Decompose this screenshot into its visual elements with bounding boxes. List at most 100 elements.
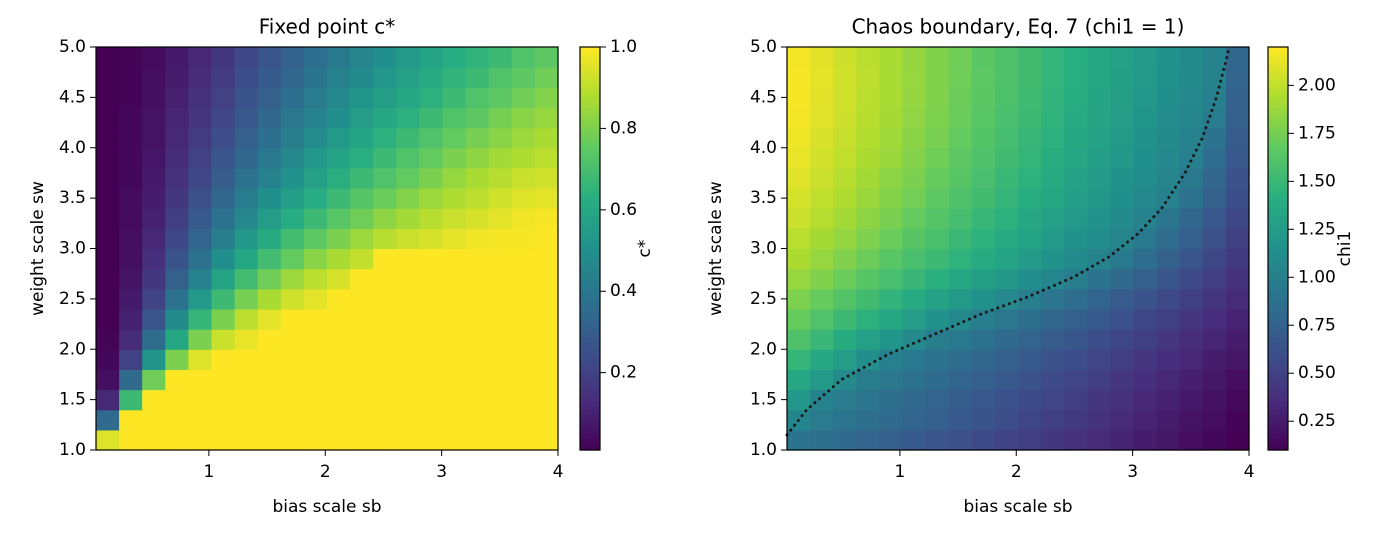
heatmap-cell	[465, 208, 490, 229]
heatmap-cell	[327, 329, 351, 350]
heatmap-cell	[1225, 329, 1250, 350]
heatmap-cell	[465, 329, 490, 350]
colorbar-swatch	[1268, 200, 1288, 205]
colorbar-swatch	[580, 192, 600, 197]
heatmap-cell	[396, 369, 420, 391]
heatmap-cell	[948, 409, 973, 431]
heatmap-cell	[234, 67, 259, 88]
heatmap-cell	[1064, 208, 1088, 229]
heatmap-cell	[1110, 288, 1135, 310]
heatmap-cell	[1041, 188, 1065, 209]
colorbar-swatch	[580, 95, 600, 100]
colorbar-swatch	[1268, 357, 1288, 362]
heatmap-cell	[971, 188, 996, 209]
heatmap-cell	[879, 87, 904, 109]
heatmap-cell	[1133, 228, 1158, 250]
heatmap-cell	[971, 429, 996, 451]
heatmap-cell	[234, 308, 259, 330]
x-tick-label: 3	[436, 462, 447, 482]
heatmap-cell	[142, 248, 166, 270]
heatmap-cell	[303, 429, 328, 451]
heatmap-cell	[327, 87, 351, 109]
colorbar-tick-label: 1.25	[1298, 219, 1336, 239]
heatmap-cell	[350, 308, 374, 330]
heatmap-cell	[327, 288, 351, 310]
heatmap-cell	[373, 308, 397, 330]
colorbar-tick-label: 1.00	[1298, 267, 1336, 287]
colorbar-swatch	[1268, 341, 1288, 346]
heatmap-cell	[1225, 167, 1250, 189]
heatmap-cell	[1156, 409, 1181, 431]
heatmap-cell	[188, 67, 213, 88]
heatmap-cell	[1179, 369, 1204, 391]
heatmap-cell	[373, 329, 397, 350]
colorbar-swatch	[580, 325, 600, 330]
colorbar-swatch	[1268, 204, 1288, 209]
colorbar-swatch	[580, 317, 600, 322]
heatmap-cell	[534, 248, 559, 270]
heatmap-cell	[211, 349, 236, 370]
heatmap-cell	[327, 47, 351, 68]
colorbar-tick-label: 0.4	[610, 281, 637, 301]
colorbar-swatch	[580, 365, 600, 370]
heatmap-cell	[419, 248, 444, 270]
heatmap-cell	[1018, 208, 1042, 229]
heatmap-cell	[1087, 268, 1111, 290]
heatmap-cell	[280, 127, 305, 149]
heatmap-cell	[257, 208, 282, 229]
heatmap-cell	[879, 429, 904, 451]
heatmap-cell	[787, 208, 811, 229]
heatmap-cell	[787, 87, 811, 109]
colorbar-swatch	[1268, 220, 1288, 225]
heatmap-cell	[211, 268, 236, 290]
heatmap-cell	[303, 369, 328, 391]
heatmap-cell	[1110, 329, 1135, 350]
heatmap-cell	[948, 308, 973, 330]
heatmap-cell	[1110, 208, 1135, 229]
heatmap-cell	[948, 87, 973, 109]
heatmap-cell	[1087, 349, 1111, 370]
heatmap-cell	[948, 369, 973, 391]
colorbar-swatch	[580, 91, 600, 96]
heatmap-cell	[234, 409, 259, 431]
colorbar-tick-label: 1.75	[1298, 123, 1336, 143]
heatmap-cell	[833, 47, 857, 68]
heatmap-cell	[442, 188, 467, 209]
heatmap-cell	[971, 349, 996, 370]
heatmap-cell	[971, 268, 996, 290]
heatmap-cell	[534, 268, 559, 290]
heatmap-cell	[396, 389, 420, 411]
heatmap-cell	[211, 389, 236, 411]
heatmap-cell	[511, 67, 536, 88]
heatmap-cell	[856, 228, 880, 250]
heatmap-cell	[787, 47, 811, 68]
heatmap-cell	[511, 369, 536, 391]
colorbar-swatch	[580, 55, 600, 60]
heatmap-cell	[810, 228, 834, 250]
heatmap-cell	[373, 147, 397, 169]
heatmap-cell	[1110, 268, 1135, 290]
heatmap-cell	[303, 208, 328, 229]
heatmap-cell	[1018, 389, 1042, 411]
colorbar-swatch	[580, 433, 600, 439]
heatmap-cell	[534, 429, 559, 451]
heatmap-cell	[1179, 329, 1204, 350]
heatmap-cell	[810, 429, 834, 451]
x-tick-label: 2	[320, 462, 331, 482]
heatmap-cell	[188, 107, 213, 129]
colorbar-swatch	[1268, 369, 1288, 375]
heatmap-cell	[833, 369, 857, 391]
heatmap-cell	[465, 147, 490, 169]
heatmap-cell	[257, 409, 282, 431]
heatmap-cell	[787, 429, 811, 451]
heatmap-cell	[971, 288, 996, 310]
colorbar-swatch	[1268, 216, 1288, 221]
heatmap-cell	[994, 268, 1019, 290]
heatmap-cell	[1133, 369, 1158, 391]
colorbar-swatch	[1268, 252, 1288, 258]
heatmap-cell	[1018, 329, 1042, 350]
heatmap-cell	[1041, 127, 1065, 149]
heatmap-cell	[373, 67, 397, 88]
colorbar-swatch	[580, 111, 600, 117]
heatmap-cell	[1179, 389, 1204, 411]
